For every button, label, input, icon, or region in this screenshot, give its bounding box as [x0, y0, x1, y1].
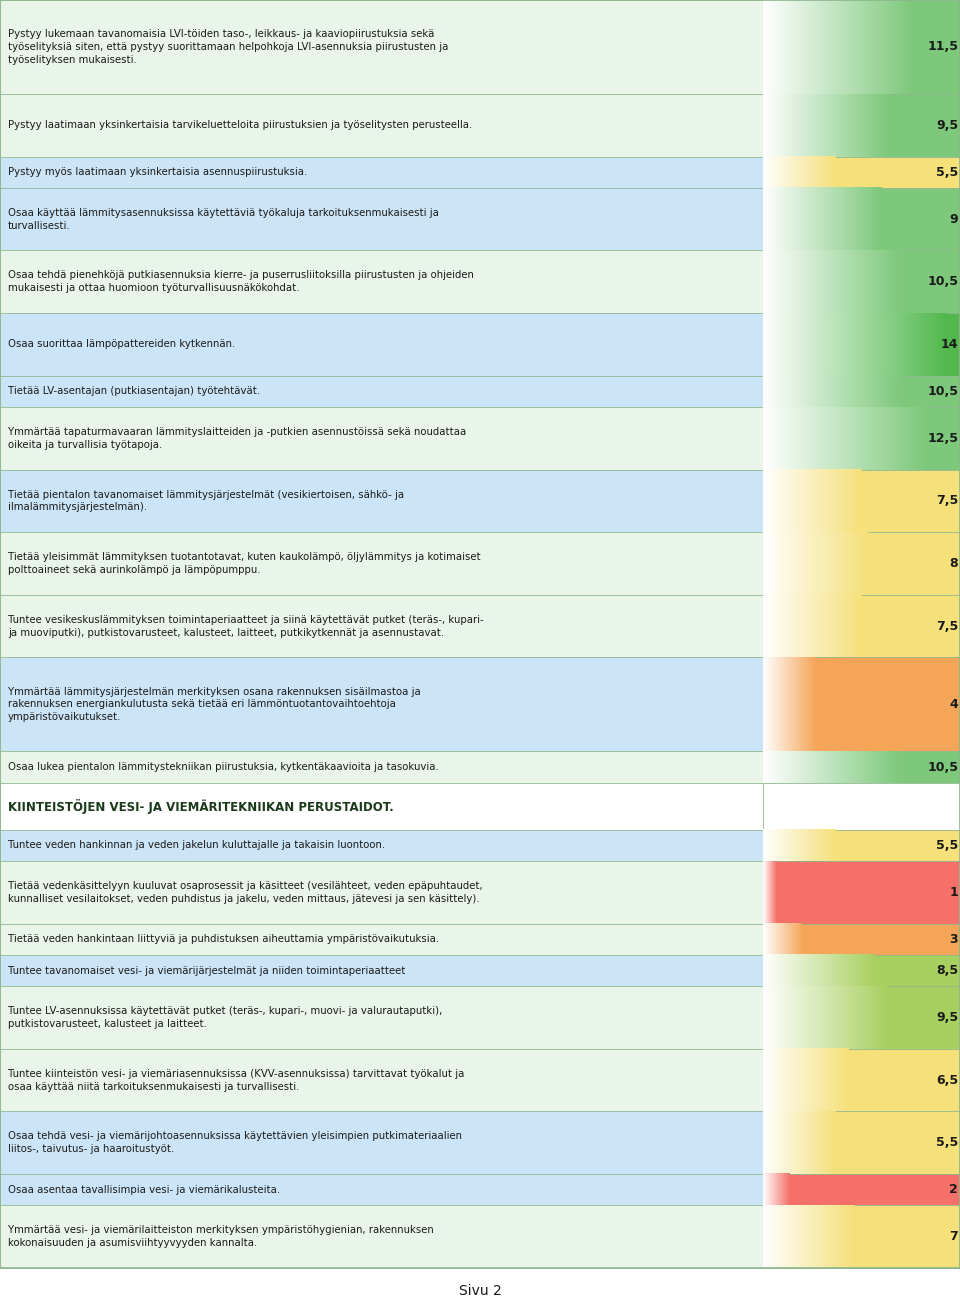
- Text: 2: 2: [949, 1183, 958, 1196]
- Bar: [763, 1112, 960, 1175]
- Text: 8: 8: [949, 557, 958, 570]
- Text: 4: 4: [949, 698, 958, 711]
- Bar: [763, 93, 960, 156]
- Bar: [0, 93, 763, 156]
- Text: Pystyy lukemaan tavanomaisia LVI-töiden taso-, leikkaus- ja kaaviopiirustuksia s: Pystyy lukemaan tavanomaisia LVI-töiden …: [8, 29, 448, 64]
- Text: Tietää LV-asentajan (putkiasentajan) työtehtävät.: Tietää LV-asentajan (putkiasentajan) työ…: [8, 386, 260, 397]
- Text: 7,5: 7,5: [936, 620, 958, 632]
- Bar: [763, 955, 960, 987]
- Text: Tuntee veden hankinnan ja veden jakelun kuluttajalle ja takaisin luontoon.: Tuntee veden hankinnan ja veden jakelun …: [8, 841, 385, 850]
- Bar: [0, 657, 763, 752]
- Text: 14: 14: [941, 338, 958, 351]
- Text: Ymmärtää tapaturmavaaran lämmityslaitteiden ja -putkien asennustöissä sekä nouda: Ymmärtää tapaturmavaaran lämmityslaittei…: [8, 427, 466, 449]
- Bar: [0, 313, 763, 376]
- Bar: [763, 407, 960, 469]
- Text: Osaa asentaa tavallisimpia vesi- ja viemärikalusteita.: Osaa asentaa tavallisimpia vesi- ja viem…: [8, 1185, 279, 1194]
- Text: 9,5: 9,5: [936, 118, 958, 131]
- Text: Tietää pientalon tavanomaiset lämmitysjärjestelmät (vesikiertoisen, sähkö- ja
il: Tietää pientalon tavanomaiset lämmitysjä…: [8, 490, 404, 512]
- Bar: [763, 861, 960, 924]
- Bar: [763, 251, 960, 313]
- Text: 10,5: 10,5: [927, 275, 958, 288]
- Bar: [763, 313, 960, 376]
- Bar: [0, 1049, 763, 1112]
- Bar: [0, 861, 763, 924]
- Text: 10,5: 10,5: [927, 761, 958, 774]
- Bar: [763, 657, 960, 752]
- Bar: [763, 987, 960, 1049]
- Text: 1: 1: [949, 886, 958, 899]
- Bar: [763, 1205, 960, 1268]
- Bar: [763, 829, 960, 861]
- Text: Ymmärtää lämmitysjärjestelmän merkityksen osana rakennuksen sisäilmastoa ja
rake: Ymmärtää lämmitysjärjestelmän merkitykse…: [8, 687, 420, 723]
- Text: Pystyy laatimaan yksinkertaisia tarvikeluetteloita piirustuksien ja työselityste: Pystyy laatimaan yksinkertaisia tarvikel…: [8, 121, 472, 130]
- Text: 7: 7: [949, 1230, 958, 1243]
- Text: Osaa käyttää lämmitysasennuksissa käytettäviä työkaluja tarkoituksenmukaisesti j: Osaa käyttää lämmitysasennuksissa käytet…: [8, 208, 439, 230]
- Text: 9,5: 9,5: [936, 1010, 958, 1024]
- Bar: [0, 407, 763, 469]
- Bar: [0, 469, 763, 532]
- Text: Osaa suorittaa lämpöpattereiden kytkennän.: Osaa suorittaa lämpöpattereiden kytkennä…: [8, 339, 235, 350]
- Text: 11,5: 11,5: [927, 41, 958, 54]
- Bar: [0, 1205, 763, 1268]
- Bar: [0, 156, 763, 188]
- Bar: [0, 829, 763, 861]
- Text: Tietää yleisimmät lämmityksen tuotantotavat, kuten kaukolämpö, öljylämmitys ja k: Tietää yleisimmät lämmityksen tuotantota…: [8, 552, 480, 576]
- Bar: [763, 752, 960, 783]
- Text: 5,5: 5,5: [936, 838, 958, 851]
- Text: 6,5: 6,5: [936, 1074, 958, 1087]
- Bar: [763, 188, 960, 251]
- Bar: [763, 924, 960, 955]
- Bar: [763, 532, 960, 595]
- Text: Tuntee LV-asennuksissa käytettävät putket (teräs-, kupari-, muovi- ja valurautap: Tuntee LV-asennuksissa käytettävät putke…: [8, 1007, 442, 1029]
- Bar: [0, 532, 763, 595]
- Bar: [0, 924, 763, 955]
- Bar: [0, 1175, 763, 1205]
- Text: 5,5: 5,5: [936, 166, 958, 179]
- Bar: [0, 595, 763, 657]
- Bar: [763, 0, 960, 93]
- Bar: [763, 595, 960, 657]
- Bar: [763, 376, 960, 407]
- Bar: [763, 1049, 960, 1112]
- Bar: [763, 156, 960, 188]
- Bar: [0, 955, 763, 987]
- Text: 8,5: 8,5: [936, 964, 958, 978]
- Text: 3: 3: [949, 933, 958, 946]
- Text: Tuntee tavanomaiset vesi- ja viemärijärjestelmät ja niiden toimintaperiaatteet: Tuntee tavanomaiset vesi- ja viemärijärj…: [8, 966, 405, 975]
- Bar: [0, 752, 763, 783]
- Text: 10,5: 10,5: [927, 385, 958, 398]
- Text: 9: 9: [949, 213, 958, 226]
- Bar: [763, 469, 960, 532]
- Bar: [0, 251, 763, 313]
- Text: 7,5: 7,5: [936, 494, 958, 507]
- Text: Tuntee vesikeskuslämmityksen toimintaperiaatteet ja siinä käytettävät putket (te: Tuntee vesikeskuslämmityksen toimintaper…: [8, 615, 483, 637]
- Text: Osaa tehdä pienehköjä putkiasennuksia kierre- ja puserrusliitoksilla piirustuste: Osaa tehdä pienehköjä putkiasennuksia ki…: [8, 271, 473, 293]
- Text: Tietää veden hankintaan liittyviä ja puhdistuksen aiheuttamia ympäristövaikutuks: Tietää veden hankintaan liittyviä ja puh…: [8, 934, 439, 945]
- Bar: [763, 1175, 960, 1205]
- Bar: [0, 376, 763, 407]
- Bar: [0, 783, 763, 829]
- Text: Tuntee kiinteistön vesi- ja viemäriasennuksissa (KVV-asennuksissa) tarvittavat t: Tuntee kiinteistön vesi- ja viemäriasenn…: [8, 1068, 464, 1092]
- Text: 12,5: 12,5: [927, 432, 958, 445]
- Bar: [0, 987, 763, 1049]
- Text: Osaa tehdä vesi- ja viemärijohtoasennuksissa käytettävien yleisimpien putkimater: Osaa tehdä vesi- ja viemärijohtoasennuks…: [8, 1131, 462, 1154]
- Text: Osaa lukea pientalon lämmitystekniikan piirustuksia, kytkentäkaavioita ja tasoku: Osaa lukea pientalon lämmitystekniikan p…: [8, 762, 439, 773]
- Text: 5,5: 5,5: [936, 1137, 958, 1150]
- Text: Ymmärtää vesi- ja viemärilaitteiston merkityksen ympäristöhygienian, rakennuksen: Ymmärtää vesi- ja viemärilaitteiston mer…: [8, 1225, 433, 1248]
- Text: KIINTEISTÖJEN VESI- JA VIEMÄRITEKNIIKAN PERUSTAIDOT.: KIINTEISTÖJEN VESI- JA VIEMÄRITEKNIIKAN …: [8, 799, 394, 813]
- Bar: [0, 1112, 763, 1175]
- Bar: [0, 0, 763, 93]
- Text: Sivu 2: Sivu 2: [459, 1284, 501, 1298]
- Text: Tietää vedenkäsittelyyn kuuluvat osaprosessit ja käsitteet (vesilähteet, veden e: Tietää vedenkäsittelyyn kuuluvat osapros…: [8, 880, 482, 904]
- Bar: [0, 188, 763, 251]
- Bar: [763, 783, 960, 829]
- Text: Pystyy myös laatimaan yksinkertaisia asennuspiirustuksia.: Pystyy myös laatimaan yksinkertaisia ase…: [8, 167, 307, 177]
